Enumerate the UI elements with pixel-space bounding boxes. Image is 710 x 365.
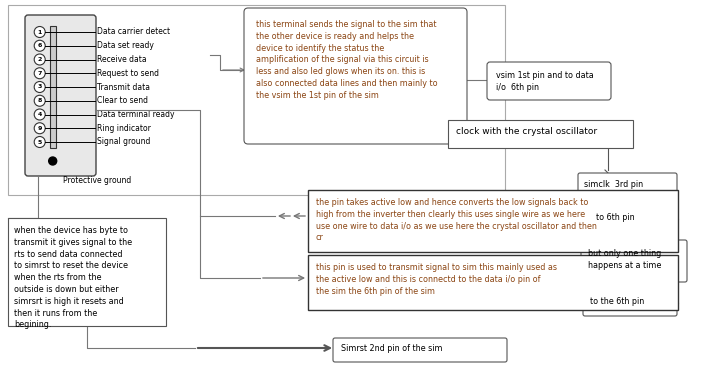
Text: when the device has byte to
transmit it gives signal to the
rts to send data con: when the device has byte to transmit it … [14, 226, 132, 329]
Circle shape [34, 27, 45, 38]
Text: 7: 7 [38, 71, 42, 76]
Text: Receive data: Receive data [97, 55, 147, 64]
Text: Ring indicator: Ring indicator [97, 124, 151, 133]
Text: Request to send: Request to send [97, 69, 159, 78]
Text: Data carrier detect: Data carrier detect [97, 27, 170, 36]
Text: 1: 1 [38, 30, 42, 35]
FancyBboxPatch shape [487, 62, 611, 100]
Text: 5: 5 [38, 139, 42, 145]
Circle shape [34, 68, 45, 79]
Text: Protective ground: Protective ground [62, 176, 131, 185]
FancyBboxPatch shape [578, 173, 677, 199]
Text: to 6th pin: to 6th pin [596, 213, 635, 222]
Text: to the 6th pin: to the 6th pin [590, 297, 644, 306]
Text: Data set ready: Data set ready [97, 41, 154, 50]
Text: 2: 2 [38, 57, 42, 62]
Text: Clear to send: Clear to send [97, 96, 148, 105]
Text: but only one thing
happens at a time: but only one thing happens at a time [588, 249, 662, 270]
Text: Signal ground: Signal ground [97, 138, 151, 146]
Bar [448, 120, 633, 148]
Circle shape [34, 109, 45, 120]
Circle shape [34, 81, 45, 92]
Circle shape [34, 123, 45, 134]
Text: the pin takes active low and hence converts the low signals back to
high from th: the pin takes active low and hence conve… [316, 198, 597, 242]
Circle shape [34, 95, 45, 106]
Text: 9: 9 [38, 126, 42, 131]
Bar [308, 255, 678, 310]
Text: 6: 6 [38, 43, 42, 48]
Circle shape [34, 54, 45, 65]
Bar [8, 5, 505, 195]
Circle shape [34, 40, 45, 51]
Circle shape [49, 157, 57, 165]
Text: 3: 3 [38, 85, 42, 89]
Bar [308, 190, 678, 252]
Text: 4: 4 [38, 112, 42, 117]
Text: this terminal sends the signal to the sim that
the other device is ready and hel: this terminal sends the signal to the si… [256, 20, 437, 100]
Text: vsim 1st pin and to data
i/o  6th pin: vsim 1st pin and to data i/o 6th pin [496, 71, 594, 92]
FancyBboxPatch shape [588, 206, 672, 232]
FancyBboxPatch shape [333, 338, 507, 362]
FancyBboxPatch shape [244, 8, 467, 144]
Bar [8, 218, 166, 326]
FancyBboxPatch shape [25, 15, 96, 176]
Bar [50, 26, 55, 148]
FancyBboxPatch shape [583, 290, 677, 316]
Text: clock with the crystal oscillator: clock with the crystal oscillator [456, 127, 597, 136]
Text: Transmit data: Transmit data [97, 82, 150, 92]
Circle shape [34, 137, 45, 147]
Text: this pin is used to transmit signal to sim this mainly used as
the active low an: this pin is used to transmit signal to s… [316, 263, 557, 296]
Text: Data terminal ready: Data terminal ready [97, 110, 175, 119]
Text: Simrst 2nd pin of the sim: Simrst 2nd pin of the sim [341, 344, 442, 353]
Text: simclk  3rd pin: simclk 3rd pin [584, 180, 643, 189]
FancyBboxPatch shape [581, 240, 687, 282]
Text: 8: 8 [38, 98, 42, 103]
